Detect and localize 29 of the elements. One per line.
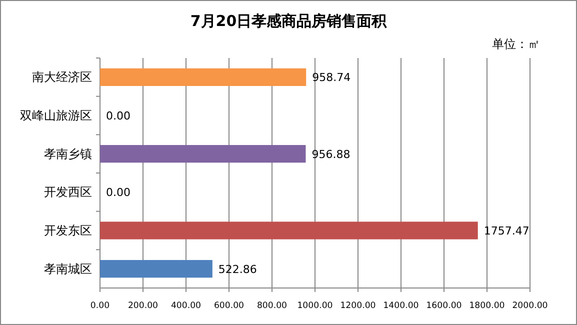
- y-tick-label: 南大经济区: [32, 70, 92, 84]
- x-tick-label: 800.00: [256, 301, 288, 311]
- chart-title: 7月20日孝感商品房销售面积: [190, 12, 388, 30]
- y-tick-label: 孝南城区: [44, 262, 92, 276]
- x-tick-label: 1800.00: [469, 301, 505, 311]
- x-tick-label: 1200.00: [340, 301, 376, 311]
- data-label: 956.88: [312, 148, 350, 161]
- x-tick-label: 200.00: [128, 301, 158, 311]
- x-tick-label: 400.00: [170, 301, 202, 311]
- x-tick-label: 2000.00: [512, 301, 548, 311]
- data-label: 0.00: [106, 110, 130, 122]
- bar: [100, 145, 306, 163]
- data-label: 1757.47: [484, 224, 530, 238]
- bar: [100, 222, 478, 240]
- y-tick-label: 孝南乡镇: [44, 146, 92, 161]
- data-label: 522.86: [218, 262, 257, 276]
- bar: [100, 68, 306, 86]
- data-label: 0.00: [106, 186, 130, 200]
- y-tick-label: 开发东区: [44, 224, 92, 238]
- x-tick-label: 1600.00: [426, 301, 462, 311]
- y-tick-label: 双峰山旅游区: [20, 108, 92, 122]
- x-tick-label: 1000.00: [297, 301, 333, 311]
- x-tick-label: 600.00: [214, 301, 244, 311]
- x-tick-label: 0.00: [90, 301, 110, 311]
- bar: [100, 260, 212, 278]
- data-label: 958.74: [312, 71, 351, 84]
- text: 单位：㎡: [492, 37, 540, 51]
- y-tick-label: 开发西区: [44, 185, 92, 200]
- x-tick-label: 1400.00: [383, 301, 419, 311]
